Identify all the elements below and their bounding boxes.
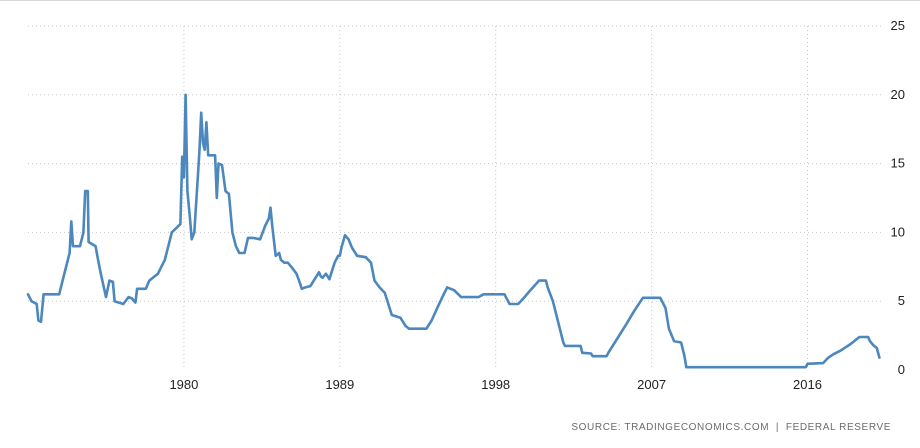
x-tick-label: 2007 [637, 377, 666, 392]
source-note: SOURCE: TRADINGECONOMICS.COM | FEDERAL R… [571, 422, 891, 433]
tick-layer: 0 5 10 15 20 25 1980 1989 1998 2007 2016 [169, 18, 905, 392]
y-tick-label: 0 [898, 362, 905, 377]
x-tick-label: 1980 [169, 377, 198, 392]
x-tick-label: 1989 [325, 377, 354, 392]
y-tick-label: 25 [891, 18, 905, 33]
series-layer [26, 93, 881, 369]
x-tick-label: 2016 [793, 377, 822, 392]
y-tick-label: 5 [898, 293, 905, 308]
x-tick-label: 1998 [481, 377, 510, 392]
y-tick-label: 10 [891, 224, 905, 239]
grid-layer [0, 0, 920, 370]
y-tick-label: 15 [891, 156, 905, 171]
series-line [26, 93, 881, 369]
y-tick-label: 20 [891, 87, 905, 102]
